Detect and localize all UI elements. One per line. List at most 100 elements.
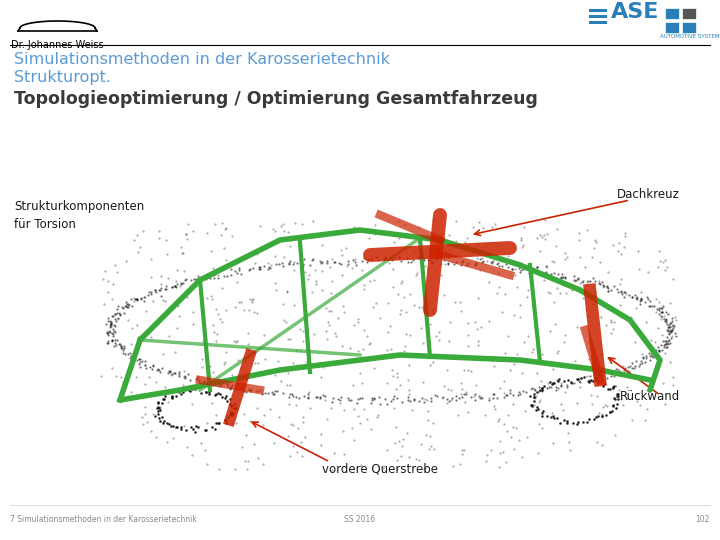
Point bbox=[325, 397, 337, 406]
Point bbox=[231, 269, 243, 278]
Point bbox=[128, 236, 140, 245]
Point bbox=[325, 288, 337, 297]
Point bbox=[605, 372, 616, 380]
Point bbox=[245, 386, 256, 395]
Point bbox=[150, 433, 162, 441]
Point bbox=[257, 420, 269, 429]
Point bbox=[278, 253, 289, 261]
Point bbox=[374, 400, 386, 409]
Point bbox=[349, 254, 361, 263]
Point bbox=[180, 230, 192, 238]
Point bbox=[574, 279, 585, 287]
Point bbox=[446, 258, 458, 267]
Point bbox=[226, 419, 238, 428]
Point bbox=[634, 299, 646, 308]
Point bbox=[568, 275, 580, 284]
Point bbox=[395, 279, 407, 287]
Point bbox=[173, 301, 184, 310]
Point bbox=[166, 282, 178, 291]
Point bbox=[495, 384, 506, 393]
Point bbox=[483, 278, 495, 287]
Point bbox=[533, 405, 544, 414]
Point bbox=[200, 274, 212, 283]
Point bbox=[470, 244, 482, 252]
Point bbox=[385, 230, 397, 238]
Point bbox=[507, 391, 518, 400]
Point bbox=[559, 254, 571, 263]
Point bbox=[597, 412, 608, 421]
Point bbox=[530, 406, 541, 415]
Point bbox=[135, 294, 146, 302]
Point bbox=[531, 263, 543, 272]
Point bbox=[613, 280, 625, 288]
Point bbox=[391, 422, 402, 431]
Point bbox=[356, 379, 368, 388]
Point bbox=[547, 365, 559, 374]
Point bbox=[534, 383, 545, 391]
Point bbox=[402, 258, 413, 266]
Point bbox=[601, 374, 613, 382]
Point bbox=[173, 369, 184, 378]
Point bbox=[560, 289, 572, 298]
Point bbox=[110, 316, 122, 325]
Point bbox=[127, 350, 139, 359]
Point bbox=[163, 331, 174, 340]
Point bbox=[590, 375, 602, 384]
Point bbox=[583, 414, 595, 423]
Point bbox=[400, 221, 411, 230]
Point bbox=[572, 273, 583, 282]
Point bbox=[516, 369, 528, 377]
Point bbox=[608, 372, 620, 381]
Point bbox=[311, 393, 323, 402]
Point bbox=[431, 392, 443, 401]
Point bbox=[217, 244, 229, 253]
Point bbox=[502, 427, 513, 436]
Point bbox=[654, 256, 665, 265]
Point bbox=[293, 393, 305, 402]
Point bbox=[395, 451, 407, 460]
Point bbox=[571, 323, 582, 332]
Point bbox=[284, 242, 295, 251]
Point bbox=[593, 371, 604, 380]
Point bbox=[600, 410, 612, 419]
Point bbox=[562, 383, 573, 391]
Point bbox=[644, 296, 656, 305]
Point bbox=[626, 416, 638, 424]
Point bbox=[651, 308, 662, 316]
Point bbox=[509, 271, 521, 280]
Point bbox=[545, 327, 557, 335]
Point bbox=[393, 437, 405, 445]
Point bbox=[369, 230, 381, 239]
Point bbox=[332, 395, 343, 404]
Point bbox=[383, 259, 395, 267]
Point bbox=[225, 271, 236, 279]
Point bbox=[287, 260, 299, 268]
Point bbox=[317, 391, 328, 400]
Point bbox=[289, 257, 300, 266]
Point bbox=[611, 400, 622, 408]
Point bbox=[653, 346, 665, 355]
Point bbox=[364, 339, 375, 348]
Point bbox=[112, 305, 123, 314]
Point bbox=[382, 328, 393, 336]
Point bbox=[590, 373, 602, 382]
Point bbox=[387, 372, 399, 380]
Point bbox=[372, 410, 384, 419]
Point bbox=[597, 301, 608, 309]
Point bbox=[161, 249, 173, 258]
Point bbox=[157, 418, 168, 427]
Point bbox=[467, 222, 479, 231]
Point bbox=[105, 320, 117, 329]
Point bbox=[557, 273, 569, 281]
Point bbox=[667, 373, 679, 382]
Point bbox=[588, 274, 599, 283]
Point bbox=[123, 300, 135, 309]
Point bbox=[475, 323, 487, 332]
Point bbox=[386, 255, 397, 264]
Point bbox=[316, 286, 328, 294]
Point bbox=[209, 390, 220, 399]
Point bbox=[111, 268, 122, 276]
Point bbox=[544, 378, 556, 387]
Point bbox=[175, 390, 186, 399]
Point bbox=[656, 308, 667, 317]
